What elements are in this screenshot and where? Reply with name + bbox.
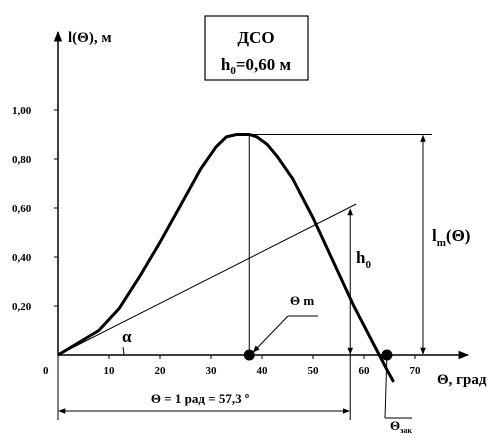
x-tick-label: 60	[359, 365, 371, 377]
y-axis-title: l(Θ), м	[68, 30, 112, 46]
x-axis-title: Θ, град	[437, 372, 487, 388]
x-tick-label: 10	[104, 365, 116, 377]
theta-sunset-label: Θзак	[390, 418, 412, 435]
theta-m-leader	[252, 315, 289, 353]
y-tick-label: 0,20	[12, 301, 32, 313]
theta-sunset-leader	[384, 354, 388, 419]
theta-sunset-point	[381, 349, 393, 361]
theta-m-label: Θ m	[290, 293, 314, 308]
alpha-arc	[122, 346, 125, 356]
title-line-2: h0=0,60 м	[221, 55, 292, 77]
tangent-line	[57, 203, 357, 356]
theta-m-point	[243, 349, 255, 361]
y-tick-label: 0,40	[12, 252, 32, 264]
series-line	[57, 133, 395, 383]
alpha-label: α	[122, 327, 132, 346]
y-tick-label: 1,00	[12, 105, 32, 117]
tick-marks	[54, 109, 416, 359]
x-tick-label: 40	[257, 365, 269, 377]
title-line-1: ДСО	[237, 28, 274, 47]
radian-label: Θ = 1 рад = 57,3 º	[151, 391, 249, 406]
tick-labels: 10 20 30 40 50 60 70 0,20 0,40 0,60 0,80 1,00	[12, 105, 421, 377]
origin-label: 0	[43, 365, 49, 377]
y-tick-label: 0,80	[12, 154, 32, 166]
x-tick-label: 50	[308, 365, 320, 377]
x-tick-label: 20	[155, 365, 167, 377]
title-box	[204, 15, 309, 81]
x-tick-label: 70	[410, 365, 422, 377]
lm-label: lm(Θ)	[432, 226, 470, 249]
annotations	[57, 134, 432, 420]
x-tick-label: 30	[206, 365, 218, 377]
y-tick-label: 0,60	[12, 203, 32, 215]
h0-label: h0	[356, 248, 371, 271]
